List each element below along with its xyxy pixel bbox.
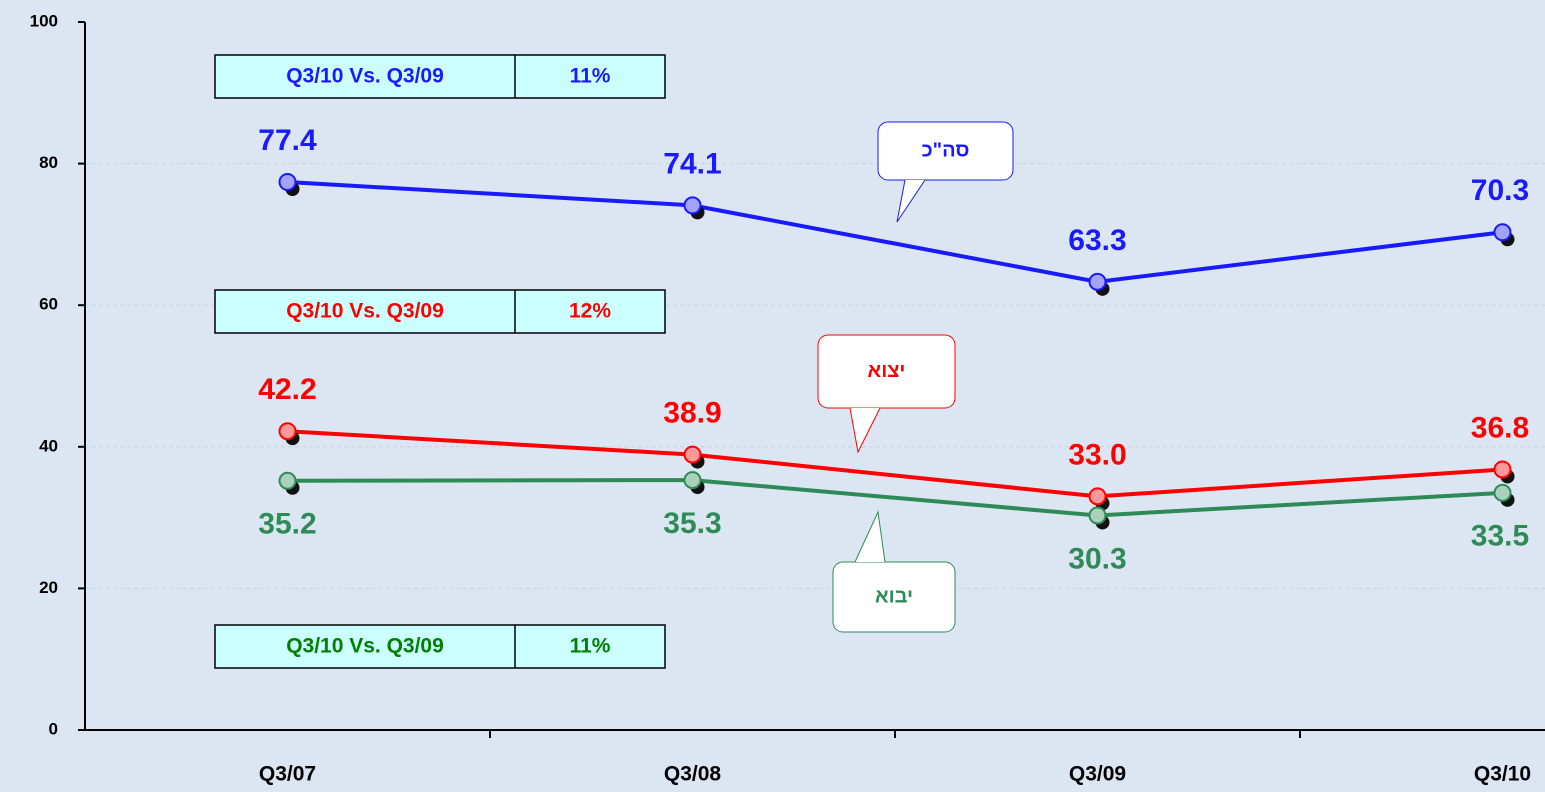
comparison-box xyxy=(214,624,666,669)
value-label: 63.3 xyxy=(1068,224,1126,257)
marker-base xyxy=(279,423,296,440)
y-tick-label: 60 xyxy=(39,295,58,314)
y-tick-label: 40 xyxy=(39,436,58,455)
callout-tail xyxy=(849,407,881,454)
value-label: 33.0 xyxy=(1068,438,1126,471)
marker xyxy=(1493,483,1512,502)
comparison-label: Q3/10 Vs. Q3/09 xyxy=(286,635,444,658)
marker xyxy=(1493,460,1512,479)
marker-base xyxy=(684,446,701,463)
value-label: 30.3 xyxy=(1068,542,1126,575)
marker-base xyxy=(1089,273,1106,290)
marker-base xyxy=(279,472,296,489)
x-tick-label: Q3/08 xyxy=(664,763,722,786)
callout-box xyxy=(832,561,956,633)
comparison-change: 11% xyxy=(570,65,611,88)
legend-label: יבוא xyxy=(875,585,913,607)
marker xyxy=(278,173,297,192)
comparison-change: 12% xyxy=(569,300,611,323)
marker-base xyxy=(1089,507,1106,524)
y-tick-label: 0 xyxy=(49,719,58,738)
value-label: 36.8 xyxy=(1471,411,1529,444)
legend-label: סה"כ xyxy=(922,139,970,161)
callout-tail xyxy=(896,179,926,223)
marker-base xyxy=(1089,488,1106,505)
marker-base xyxy=(279,174,296,191)
comparison-label: Q3/10 Vs. Q3/09 xyxy=(286,300,444,323)
marker-base xyxy=(1494,484,1511,501)
x-tick-label: Q3/07 xyxy=(259,763,316,786)
series-line xyxy=(287,478,1503,518)
marker xyxy=(1493,223,1512,242)
comparison-label: Q3/10 Vs. Q3/09 xyxy=(286,65,444,88)
marker xyxy=(683,196,702,215)
marker-base xyxy=(1494,461,1511,478)
callout-box xyxy=(817,334,956,409)
marker-base xyxy=(684,197,701,214)
marker xyxy=(1088,506,1107,525)
x-tick-label: Q3/10 xyxy=(1474,763,1531,786)
value-label: 42.2 xyxy=(258,373,316,406)
marker xyxy=(683,445,702,464)
y-tick-label: 80 xyxy=(39,153,58,172)
value-label: 38.9 xyxy=(663,397,721,430)
marker xyxy=(683,471,702,490)
value-label: 35.2 xyxy=(258,508,316,541)
value-label: 35.3 xyxy=(663,507,721,540)
marker xyxy=(1088,487,1107,506)
marker xyxy=(278,422,297,441)
y-tick-label: 100 xyxy=(30,11,58,30)
value-label: 33.5 xyxy=(1471,520,1529,553)
value-label: 74.1 xyxy=(663,147,721,180)
value-label: 77.4 xyxy=(258,124,317,157)
marker xyxy=(278,471,297,490)
y-tick-label: 20 xyxy=(39,578,58,597)
marker xyxy=(1088,272,1107,291)
series-line xyxy=(287,429,1503,499)
comparison-box xyxy=(214,289,666,334)
marker-base xyxy=(1494,224,1511,241)
comparison-box xyxy=(214,54,666,99)
x-tick-label: Q3/09 xyxy=(1069,763,1126,786)
callout-tail xyxy=(854,510,886,563)
series-line xyxy=(287,180,1503,284)
comparison-change: 11% xyxy=(570,635,611,658)
marker-base xyxy=(684,472,701,489)
value-label: 70.3 xyxy=(1471,174,1529,207)
legend-label: יצוא xyxy=(868,360,906,382)
callout-box xyxy=(877,121,1014,181)
